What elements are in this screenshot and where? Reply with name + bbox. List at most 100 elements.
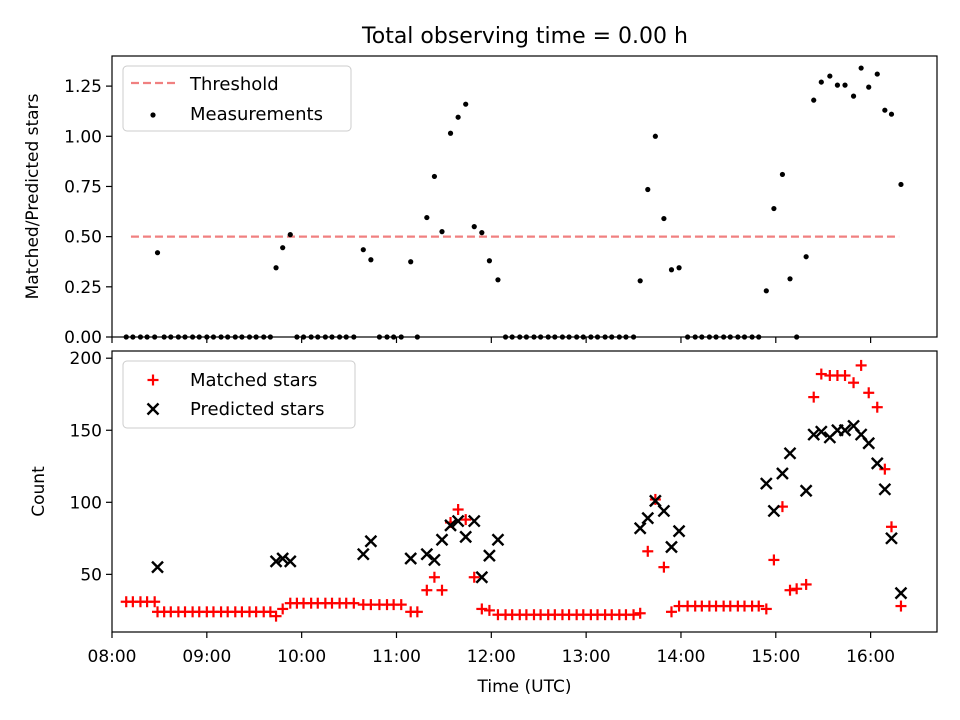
measurement-point	[850, 93, 857, 99]
predicted-star-point	[283, 555, 297, 568]
matched-star-point	[348, 597, 360, 609]
legend-predicted-label: Predicted stars	[190, 399, 324, 420]
measurement-point	[495, 277, 501, 283]
measurement-point	[668, 267, 675, 273]
matched-star-point	[895, 600, 907, 612]
predicted-star-point	[356, 547, 370, 561]
predicted-star-point	[641, 511, 655, 525]
matched-star-point	[628, 609, 640, 621]
measurement-point	[888, 111, 895, 117]
predicted-star-point	[444, 519, 457, 532]
legend-predicted-marker	[146, 402, 160, 416]
bottom-y-tick-label: 200	[70, 349, 102, 369]
measurement-point	[439, 229, 445, 235]
predicted-star-point	[276, 552, 290, 565]
predicted-star-point	[420, 547, 434, 561]
measurement-point	[834, 82, 841, 88]
measurement-point	[280, 245, 286, 251]
bottom-y-tick-label: 100	[70, 493, 102, 513]
legend-matched-label: Matched stars	[190, 370, 317, 391]
predicted-star-point	[870, 457, 884, 470]
measurement-point	[676, 265, 682, 271]
matched-star-point	[452, 504, 464, 516]
bottom-legend: Matched stars Predicted stars	[122, 360, 356, 429]
predicted-star-point	[759, 477, 773, 490]
x-tick-label: 13:00	[562, 647, 611, 667]
legend-predicted-swatch	[146, 402, 160, 416]
x-axis-label: Time (UTC)	[477, 677, 572, 697]
matched-star-point	[483, 604, 495, 616]
predicted-star-point	[862, 436, 876, 450]
predicted-star-point	[649, 494, 662, 508]
x-tick-label: 11:00	[372, 647, 421, 667]
x-tick-label: 16:00	[846, 647, 895, 667]
measurement-point	[771, 205, 777, 212]
top-y-tick-label: 0.00	[64, 328, 102, 348]
matched-star-point	[808, 391, 820, 403]
chart-title: Total observing time = 0.00 h	[361, 24, 688, 49]
predicted-star-point	[878, 482, 892, 496]
matched-star-point	[395, 599, 407, 611]
predicted-star-point	[807, 428, 821, 441]
matched-star-point	[421, 584, 433, 596]
matched-star-point	[476, 603, 488, 615]
matched-star-point	[839, 369, 851, 381]
measurement-point	[803, 254, 809, 260]
matched-star-point	[264, 606, 276, 618]
measurement-point	[866, 84, 872, 90]
matched-star-point	[436, 584, 448, 596]
matched-star-point	[149, 596, 161, 608]
predicted-star-point	[767, 504, 781, 518]
top-legend: Threshold Measurements	[122, 65, 352, 132]
measurement-point	[360, 247, 366, 253]
measurement-point	[471, 224, 477, 230]
matched-star-point	[768, 554, 780, 566]
predicted-star-point	[269, 555, 283, 568]
top-y-tick-label: 1.00	[64, 127, 102, 147]
x-tick-label: 12:00	[467, 647, 516, 667]
predicted-star-point	[404, 552, 418, 565]
predicted-star-point	[814, 425, 828, 439]
predicted-star-point	[467, 514, 481, 528]
legend-measurements-label: Measurements	[190, 104, 323, 125]
measurement-point	[811, 97, 817, 103]
legend-matched-marker	[147, 374, 159, 386]
predicted-star-point	[435, 533, 449, 547]
legend-threshold-label: Threshold	[189, 74, 279, 95]
bottom-y-axis-label: Count	[29, 466, 49, 517]
predicted-star-point	[483, 549, 496, 562]
matched-star-point	[863, 387, 875, 399]
predicted-star-point	[783, 446, 797, 460]
measurement-point	[431, 173, 438, 180]
x-tick-label: 10:00	[277, 647, 326, 667]
predicted-star-point	[633, 521, 647, 535]
measurement-point	[898, 181, 904, 188]
matched-star-point	[753, 600, 765, 612]
measurement-point	[818, 79, 824, 85]
predicted-star-point	[475, 570, 489, 584]
measurement-point	[287, 232, 293, 238]
measurement-point	[455, 114, 461, 120]
predicted-star-point	[665, 540, 678, 554]
predicted-star-point	[799, 484, 813, 498]
matched-star-point	[871, 401, 883, 413]
measurement-point	[154, 250, 161, 256]
top-y-tick-label: 0.25	[64, 278, 102, 298]
predicted-star-point	[776, 467, 789, 480]
measurement-point	[827, 73, 833, 79]
predicted-star-point	[451, 514, 465, 528]
matched-star-point	[665, 606, 677, 618]
predicted-star-point	[838, 423, 852, 437]
measurement-point	[447, 130, 454, 136]
top-y-axis-label: Matched/Predicted stars	[23, 93, 43, 299]
top-y-tick-label: 0.50	[64, 228, 102, 248]
bottom-panel: 50 100 150 200 08:00 09:00 10:00 11:00 12:00 13:0…	[29, 349, 938, 697]
measurement-point	[463, 101, 469, 107]
matched-star-point	[277, 603, 289, 615]
matched-star-point	[791, 583, 803, 595]
measurement-point	[408, 259, 414, 265]
x-tick-label: 09:00	[182, 647, 231, 667]
measurement-point	[882, 107, 888, 113]
matched-star-point	[411, 606, 423, 618]
